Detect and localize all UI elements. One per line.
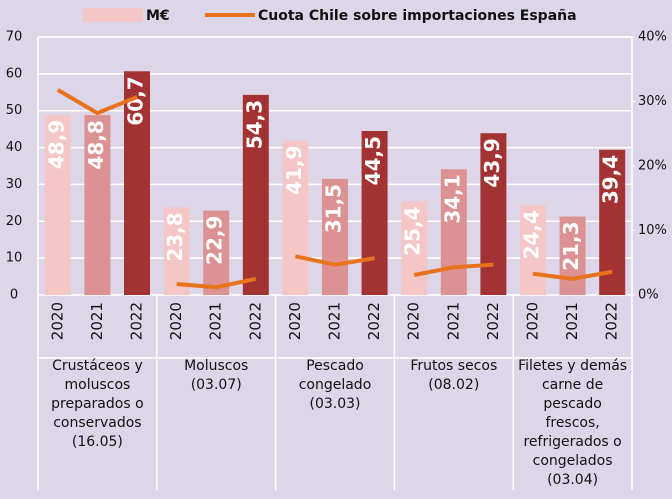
bar xyxy=(599,149,626,295)
data-label: 22,9 xyxy=(203,216,227,265)
data-label: 54,3 xyxy=(242,100,266,149)
y2-tick-label: 10% xyxy=(638,223,667,238)
x-tick-label: 2022 xyxy=(246,302,264,340)
bar xyxy=(44,114,71,295)
y2-tick-label: 20% xyxy=(638,159,667,174)
bar xyxy=(163,207,190,295)
bar xyxy=(520,205,546,295)
y-tick-label: 60 xyxy=(6,66,23,81)
bar xyxy=(282,140,309,295)
y2-tick-label: 40% xyxy=(638,30,667,45)
legend-swatch xyxy=(83,8,143,22)
data-label: 24,4 xyxy=(520,210,544,259)
group-label: Frutos secos (08.02) xyxy=(410,358,498,393)
data-label: 48,8 xyxy=(84,120,108,169)
data-label: 21,3 xyxy=(559,221,583,270)
y-tick-label: 70 xyxy=(6,30,23,45)
y-tick-label: 0 xyxy=(10,288,18,303)
bar xyxy=(361,130,388,295)
x-tick-label: 2022 xyxy=(603,302,621,340)
bar xyxy=(203,210,230,295)
bar xyxy=(401,201,428,295)
y-tick-label: 40 xyxy=(6,140,23,155)
x-tick-label: 2021 xyxy=(88,302,106,340)
y-tick-label: 50 xyxy=(6,103,23,118)
group-label: Filetes y demás carne de pescado frescos… xyxy=(518,358,628,488)
bar xyxy=(480,133,507,295)
legend-label: Cuota Chile sobre importaciones España xyxy=(258,8,577,24)
y-tick-label: 10 xyxy=(6,251,23,266)
data-label: 25,4 xyxy=(401,206,425,255)
x-tick-label: 2020 xyxy=(405,302,423,340)
data-label: 39,4 xyxy=(599,155,623,204)
x-tick-label: 2020 xyxy=(286,302,304,340)
data-label: 44,5 xyxy=(361,136,385,185)
x-tick-label: 2021 xyxy=(563,302,581,340)
data-label: 43,9 xyxy=(480,138,504,187)
group-label: Pescado congelado (03.03) xyxy=(298,358,372,412)
group-label: Crustáceos y moluscos preparados o conse… xyxy=(51,358,144,450)
data-label: 48,9 xyxy=(44,120,68,169)
x-tick-label: 2020 xyxy=(524,302,542,340)
bar xyxy=(559,216,586,295)
bar xyxy=(322,178,348,295)
data-label: 34,1 xyxy=(440,174,464,223)
x-tick-label: 2021 xyxy=(326,302,344,340)
y-tick-label: 20 xyxy=(6,214,23,229)
x-tick-label: 2020 xyxy=(167,302,185,340)
line-series xyxy=(56,88,138,116)
bar xyxy=(440,169,467,295)
bar xyxy=(124,71,150,295)
line-series xyxy=(176,276,257,290)
x-tick-label: 2022 xyxy=(365,302,383,340)
y-tick-label: 30 xyxy=(6,177,23,192)
legend-label: M€ xyxy=(146,8,170,24)
x-tick-label: 2022 xyxy=(128,302,146,340)
y2-tick-label: 0% xyxy=(638,288,659,303)
bar xyxy=(242,94,269,295)
x-tick-label: 2020 xyxy=(48,302,66,340)
data-label: 31,5 xyxy=(322,184,346,233)
y2-tick-label: 30% xyxy=(638,94,667,109)
line-series xyxy=(532,269,613,281)
x-tick-label: 2021 xyxy=(444,302,462,340)
data-label: 41,9 xyxy=(282,146,306,195)
line-series xyxy=(294,254,375,267)
x-tick-label: 2021 xyxy=(207,302,225,340)
data-label: 23,8 xyxy=(163,212,187,261)
bar xyxy=(84,115,111,295)
x-tick-label: 2022 xyxy=(484,302,502,340)
group-label: Moluscos (03.07) xyxy=(184,358,249,393)
line-series xyxy=(413,262,494,277)
